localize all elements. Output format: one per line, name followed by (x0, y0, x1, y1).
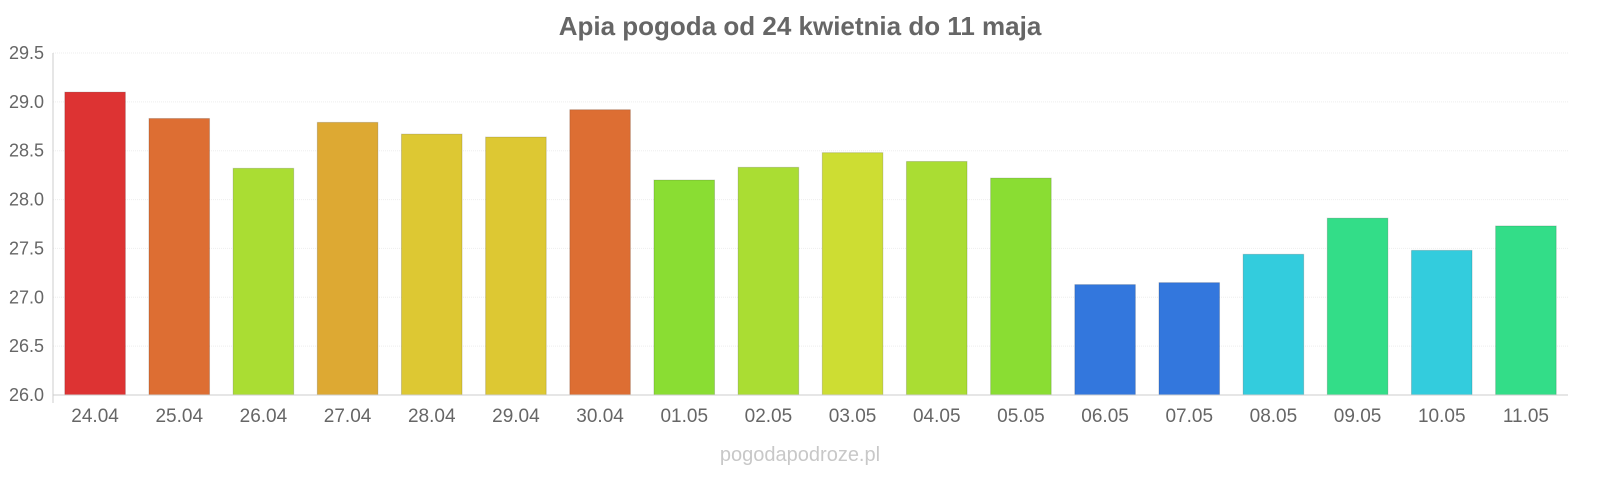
bar (400, 133, 463, 396)
y-tick-label: 28.0 (9, 190, 44, 210)
y-tick-label: 26.5 (9, 336, 44, 356)
x-tick-label: 01.05 (660, 406, 708, 427)
bar (1158, 282, 1221, 396)
bar (148, 117, 211, 396)
bar (1326, 217, 1389, 396)
bar (64, 91, 126, 396)
bar (1242, 253, 1305, 396)
x-tick-label: 24.04 (71, 406, 119, 427)
bar (990, 177, 1052, 396)
x-tick-label: 09.05 (1334, 406, 1382, 427)
x-tick-label: 11.05 (1503, 406, 1549, 427)
x-tick-label: 05.05 (997, 406, 1045, 427)
bar (232, 167, 295, 396)
bar (485, 136, 547, 396)
x-tick-label: 30.04 (576, 406, 624, 427)
x-tick-label: 02.05 (745, 406, 793, 427)
x-tick-label: 07.05 (1165, 406, 1213, 427)
x-tick-label: 03.05 (829, 406, 877, 427)
x-tick-label: 28.04 (408, 406, 456, 427)
x-tick-label: 06.05 (1081, 406, 1129, 427)
axes (52, 53, 1568, 403)
bar (737, 166, 800, 396)
x-tick-label: 04.05 (913, 406, 961, 427)
watermark: pogodapodroze.pl (720, 444, 880, 466)
y-tick-label: 26.0 (9, 385, 44, 405)
y-tick-label: 28.5 (9, 141, 44, 161)
x-tick-label: 27.04 (324, 406, 372, 427)
y-tick-label: 27.5 (9, 238, 44, 258)
x-tick-label: 10.05 (1418, 406, 1466, 427)
bar (316, 121, 379, 396)
y-axis-ticks: 26.0 26.5 27.0 27.5 28.0 28.5 29.0 29.5 (9, 43, 44, 405)
grid-lines (53, 52, 1568, 396)
bar (1074, 284, 1136, 396)
bar (653, 179, 716, 396)
y-tick-label: 27.0 (9, 287, 44, 307)
chart-title: Apia pogoda od 24 kwietnia do 11 maja (559, 11, 1042, 41)
bar (569, 109, 631, 396)
x-tick-label: 29.04 (492, 406, 540, 427)
bar (1495, 225, 1557, 396)
bars (64, 91, 1557, 396)
y-tick-label: 29.5 (9, 43, 44, 63)
x-tick-label: 08.05 (1250, 406, 1298, 427)
y-tick-label: 29.0 (9, 92, 44, 112)
x-axis-ticks: 24.04 25.04 26.04 27.04 28.04 29.04 30.04 01.05… (71, 406, 1549, 427)
x-tick-label: 25.04 (155, 406, 203, 427)
bar (1410, 249, 1473, 396)
x-tick-label: 26.04 (240, 406, 288, 427)
bar (905, 160, 968, 396)
bar (821, 152, 884, 396)
